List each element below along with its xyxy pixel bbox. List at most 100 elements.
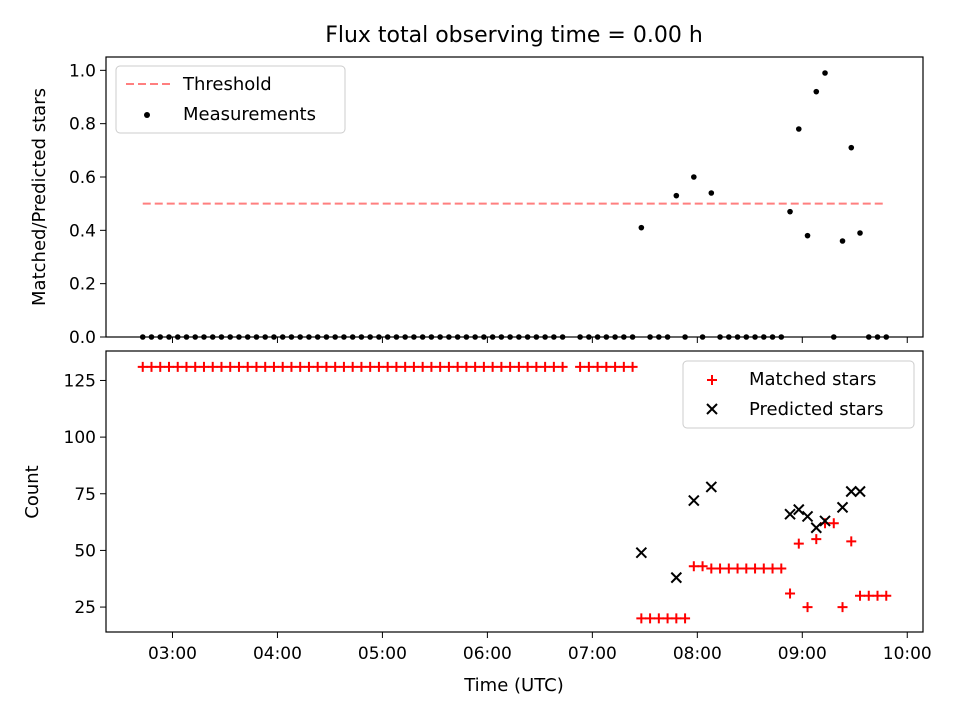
matched-star-point [863, 590, 874, 601]
matched-star-point [155, 361, 166, 372]
matched-star-point [575, 361, 586, 372]
matched-star-point [172, 361, 183, 372]
matched-star-point [802, 602, 813, 613]
matched-star-point [295, 361, 306, 372]
measurement-point [848, 144, 855, 151]
matched-star-point [723, 563, 734, 574]
matched-star-point [645, 613, 656, 624]
bottom-axes-ticks: 03:00 04:00 05:00 06:00 07:00 08:00 09:00 10:00… [64, 371, 932, 664]
bottom-axes-frame [105, 350, 924, 633]
top-ytick-label: 0.4 [69, 221, 96, 241]
predicted-star-point [670, 571, 683, 584]
matched-star-point [583, 361, 594, 372]
predicted-star-point [801, 510, 814, 523]
matched-star-point [706, 563, 717, 574]
measurement-point [708, 190, 715, 196]
matched-star-point [478, 361, 489, 372]
bottom-ylabel: Count [22, 465, 43, 518]
matched-star-point [268, 361, 279, 372]
bottom-ytick-label: 125 [64, 371, 96, 391]
top-axes-ticks: 0.0 0.2 0.4 0.6 0.8 1.0 [69, 61, 908, 348]
matched-star-point [662, 613, 673, 624]
xtick-label: 07:00 [568, 644, 617, 664]
legend-predicted-label: Predicted stars [749, 399, 883, 420]
matched-star-point [225, 361, 236, 372]
bottom-ytick-label: 75 [74, 485, 96, 505]
legend-matched-label: Matched stars [749, 369, 876, 390]
matched-star-point [470, 361, 481, 372]
matched-star-point [793, 538, 804, 549]
matched-star-point [767, 563, 778, 574]
matched-star-point [286, 361, 297, 372]
predicted-star-point [836, 501, 849, 514]
matched-star-point [198, 361, 209, 372]
top-ytick-label: 0.6 [69, 168, 96, 188]
xtick-label: 08:00 [673, 644, 722, 664]
legend-matched-marker [707, 375, 717, 385]
matched-star-point [846, 536, 857, 547]
matched-star-point [811, 534, 822, 545]
top-ytick-label: 0.0 [69, 328, 96, 348]
matched-star-point [233, 361, 244, 372]
matched-star-point [522, 361, 533, 372]
matched-star-point [400, 361, 411, 372]
bottom-plot-marks [137, 361, 892, 624]
matched-star-point [443, 361, 454, 372]
predicted-star-point [810, 522, 822, 534]
matched-star-point [741, 563, 752, 574]
legend-measurements-label: Measurements [183, 104, 316, 125]
bottom-legend: Matched stars Predicted stars [682, 360, 915, 429]
matched-star-point [242, 361, 253, 372]
measurement-point [857, 230, 863, 236]
matched-star-point [190, 361, 201, 372]
top-ytick-label: 0.8 [69, 115, 96, 135]
top-legend-box [115, 65, 346, 134]
matched-star-point [417, 361, 428, 372]
bottom-legend-box [682, 360, 915, 429]
legend-threshold-label: Threshold [182, 74, 272, 95]
top-axes-frame [105, 56, 924, 338]
matched-star-point [697, 561, 708, 572]
matched-star-point [837, 602, 848, 613]
xtick-label: 06:00 [463, 644, 512, 664]
x-axis-label: Time (UTC) [463, 675, 564, 696]
measurement-point [638, 224, 645, 231]
matched-star-point [513, 361, 524, 372]
bottom-panel: 03:00 04:00 05:00 06:00 07:00 08:00 09:00 10:00… [22, 350, 932, 664]
legend-predicted-marker [706, 403, 718, 415]
matched-star-point [855, 590, 866, 601]
measurement-point [795, 126, 802, 132]
bottom-ytick-label: 100 [64, 428, 96, 448]
measurement-point [839, 238, 846, 244]
matched-star-point [758, 563, 769, 574]
matched-star-point [636, 613, 647, 624]
matched-star-point [610, 361, 621, 372]
matched-star-point [592, 361, 603, 372]
matched-star-point [872, 590, 883, 601]
matched-star-point [382, 361, 393, 372]
matched-star-point [312, 361, 323, 372]
matched-star-point [505, 361, 516, 372]
measurement-point [813, 88, 820, 95]
matched-star-point [452, 361, 463, 372]
matched-star-point [540, 361, 551, 372]
matched-star-point [338, 361, 349, 372]
top-panel: 0.0 0.2 0.4 0.6 0.8 1.0 Matched/Predicted sta… [29, 56, 924, 348]
matched-star-point [601, 361, 612, 372]
legend-predicted-swatch [706, 403, 718, 415]
measurement-point [691, 174, 697, 180]
matched-star-point [137, 361, 148, 372]
matched-star-point [391, 361, 402, 372]
matched-star-point [435, 361, 446, 372]
predicted-star-point [784, 508, 796, 520]
predicted-star-point [688, 494, 700, 507]
top-ytick-label: 1.0 [69, 61, 96, 81]
chart-title: Flux total observing time = 0.00 h [325, 23, 703, 48]
matched-star-point [251, 361, 262, 372]
top-ytick-label: 0.2 [69, 275, 96, 295]
matched-star-point [356, 361, 367, 372]
matched-star-point [461, 361, 472, 372]
matched-star-point [365, 361, 376, 372]
